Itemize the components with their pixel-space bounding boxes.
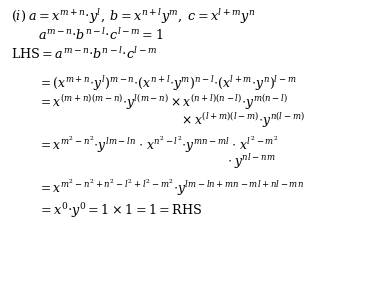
Text: $= x^{(m+n)(m-n)}{\cdot}y^{l(m-n)} \times x^{(n+l)(n-l)}{\cdot}y^{m(n-l)}$: $= x^{(m+n)(m-n)}{\cdot}y^{l(m-n)} \time…	[38, 93, 288, 112]
Text: $\mathrm{LHS} = a^{m-n}{\cdot}b^{n-l}{\cdot}c^{l-m}$: $\mathrm{LHS} = a^{m-n}{\cdot}b^{n-l}{\c…	[11, 46, 158, 62]
Text: $= x^{m^2-n^2}{\cdot}y^{lm-ln}\;{\cdot}\; x^{n^2-l^2}{\cdot}y^{mn-ml}\;{\cdot}\;: $= x^{m^2-n^2}{\cdot}y^{lm-ln}\;{\cdot}\…	[38, 135, 278, 155]
Text: $a^{m-n}{\cdot}b^{n-l}{\cdot}c^{l-m} = 1$: $a^{m-n}{\cdot}b^{n-l}{\cdot}c^{l-m} = 1…	[38, 27, 163, 43]
Text: $= (x^{m+n}{\cdot}y^l)^{m-n}{\cdot}(x^{n+l}{\cdot}y^m)^{n-l}{\cdot}(x^{l+m}{\cdo: $= (x^{m+n}{\cdot}y^l)^{m-n}{\cdot}(x^{n…	[38, 74, 296, 93]
Text: $\times\; x^{(l+m)(l-m)}{\cdot}y^{n(l-m)}$: $\times\; x^{(l+m)(l-m)}{\cdot}y^{n(l-m)…	[181, 111, 305, 130]
Text: ${\cdot}\; y^{nl-nm}$: ${\cdot}\; y^{nl-nm}$	[227, 152, 276, 171]
Text: $= x^{m^2-n^2+n^2-l^2+l^2-m^2}{\cdot}y^{lm-ln+mn-ml+nl-mn}$: $= x^{m^2-n^2+n^2-l^2+l^2-m^2}{\cdot}y^{…	[38, 178, 304, 198]
Text: $(i)\;a = x^{m+n}{\cdot}y^l,\; b = x^{n+l}y^m,\; c = x^{l+m}y^n$: $(i)\;a = x^{m+n}{\cdot}y^l,\; b = x^{n+…	[11, 7, 256, 26]
Text: $= x^0{\cdot}y^0 = 1 \times 1 = 1 = \mathrm{RHS}$: $= x^0{\cdot}y^0 = 1 \times 1 = 1 = \mat…	[38, 201, 202, 220]
